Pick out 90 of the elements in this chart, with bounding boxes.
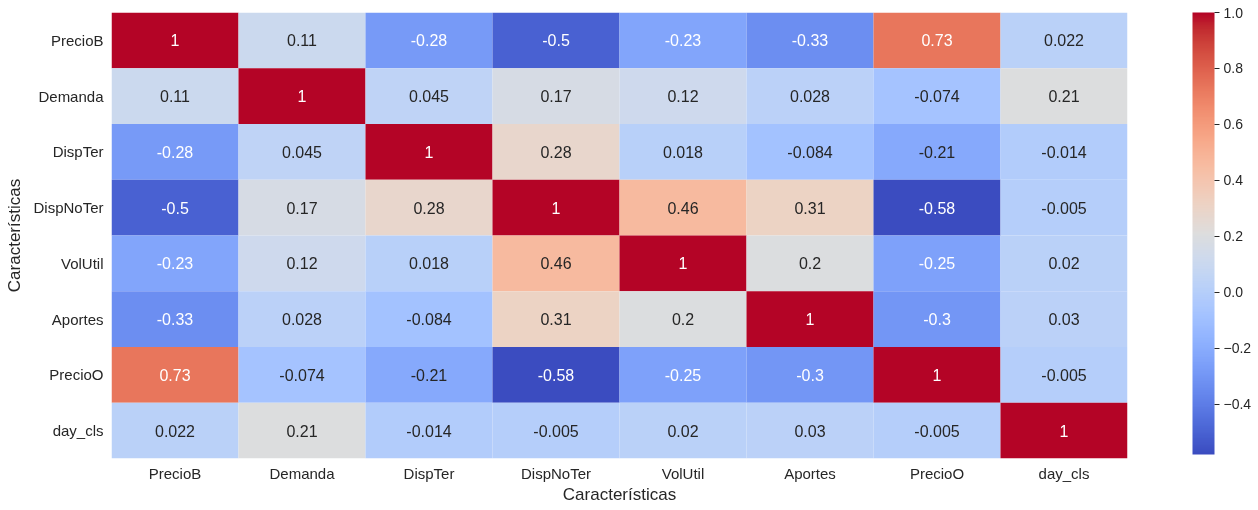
color-bar-label: 0.8 (1223, 60, 1244, 77)
data-label: 1 (678, 255, 688, 273)
data-label: 0.2 (671, 311, 695, 329)
y-tick-label: Aportes (51, 310, 104, 328)
y-tick-label: Demanda (38, 87, 105, 105)
data-label: -0.21 (410, 366, 448, 384)
data-label: 0.28 (540, 143, 572, 161)
data-label: 0.46 (540, 255, 572, 273)
data-label: -0.005 (533, 422, 579, 440)
data-label: -0.005 (914, 422, 960, 440)
data-label: -0.084 (787, 143, 833, 161)
data-label: 0.028 (281, 311, 323, 329)
data-label: 0.46 (667, 199, 699, 217)
data-label: -0.5 (161, 199, 189, 217)
data-label: 0.28 (413, 199, 445, 217)
data-label: -0.23 (664, 32, 702, 50)
data-label: 1 (424, 143, 434, 161)
y-tick-label: DispTer (52, 143, 104, 161)
data-label: 0.21 (286, 422, 318, 440)
data-label: 0.17 (540, 88, 572, 106)
x-tick-label: DispNoTer (520, 464, 592, 482)
data-label: 0.018 (662, 143, 704, 161)
data-label: -0.074 (914, 88, 960, 106)
data-label: 1 (932, 366, 942, 384)
data-label: 1 (1059, 422, 1069, 440)
data-label: 0.022 (154, 422, 196, 440)
x-tick-label: DispTer (403, 464, 455, 482)
data-label: 1 (551, 199, 561, 217)
data-label: -0.3 (796, 366, 824, 384)
data-label: 1 (805, 311, 815, 329)
data-label: -0.33 (791, 32, 829, 50)
y-tick-label: PrecioO (49, 366, 104, 384)
data-label: -0.25 (664, 366, 702, 384)
data-label: -0.23 (156, 255, 194, 273)
data-label: 0.11 (160, 88, 191, 106)
data-label: -0.25 (918, 255, 956, 273)
data-label: 0.045 (408, 88, 450, 106)
data-label: 0.73 (921, 32, 953, 50)
y-tick-label: VolUtil (60, 254, 104, 272)
color-bar-label: 1.0 (1223, 4, 1244, 21)
x-axis-title: Características (562, 484, 677, 504)
data-label: -0.58 (918, 199, 956, 217)
x-tick-label: PrecioB (148, 464, 202, 482)
x-tick-label: Demanda (269, 464, 336, 482)
data-label: -0.005 (1041, 199, 1087, 217)
data-label: 0.21 (1048, 88, 1080, 106)
data-label: -0.5 (542, 32, 570, 50)
color-bar-label: 0.0 (1223, 284, 1244, 301)
y-tick-label: PrecioB (50, 31, 104, 49)
data-label: -0.58 (537, 366, 575, 384)
data-label: 0.02 (667, 422, 699, 440)
color-bar-label: −0.2 (1223, 340, 1252, 357)
data-label: 0.028 (789, 88, 831, 106)
data-label: 0.045 (281, 143, 323, 161)
data-label: 0.31 (540, 311, 572, 329)
color-bar-label: 0.2 (1223, 228, 1244, 245)
data-label: 0.2 (798, 255, 822, 273)
y-tick-label: DispNoTer (33, 199, 104, 217)
data-label: 0.11 (287, 32, 318, 50)
data-label: 0.12 (667, 88, 699, 106)
color-bar-label: −0.4 (1223, 396, 1252, 413)
data-label: 0.12 (286, 255, 318, 273)
data-label: 0.02 (1048, 255, 1080, 273)
y-axis-title: Características (5, 178, 25, 293)
data-label: 0.018 (408, 255, 450, 273)
data-label: -0.014 (1041, 143, 1087, 161)
x-tick-label: Aportes (784, 464, 836, 482)
data-label: -0.014 (406, 422, 452, 440)
data-label: 1 (170, 32, 180, 50)
y-tick-label: day_cls (52, 422, 104, 440)
data-label: 1 (297, 88, 307, 106)
data-label: 0.31 (794, 199, 826, 217)
data-label: 0.03 (1048, 311, 1080, 329)
data-label: -0.28 (156, 143, 194, 161)
data-label: -0.3 (923, 311, 951, 329)
data-label: -0.084 (406, 311, 452, 329)
data-label: -0.21 (918, 143, 956, 161)
x-tick-label: PrecioO (909, 464, 965, 482)
color-bar-label: 0.6 (1223, 116, 1244, 133)
data-label: -0.074 (279, 366, 325, 384)
data-label: 0.022 (1043, 32, 1085, 50)
data-label: 0.03 (794, 422, 826, 440)
color-bar-label: 0.4 (1223, 172, 1244, 189)
data-label: -0.28 (410, 32, 448, 50)
data-label: -0.33 (156, 311, 194, 329)
data-label: 0.73 (159, 366, 191, 384)
data-label: 0.17 (286, 199, 318, 217)
x-tick-label: VolUtil (661, 464, 705, 482)
data-label: -0.005 (1041, 366, 1087, 384)
x-tick-label: day_cls (1038, 464, 1090, 482)
